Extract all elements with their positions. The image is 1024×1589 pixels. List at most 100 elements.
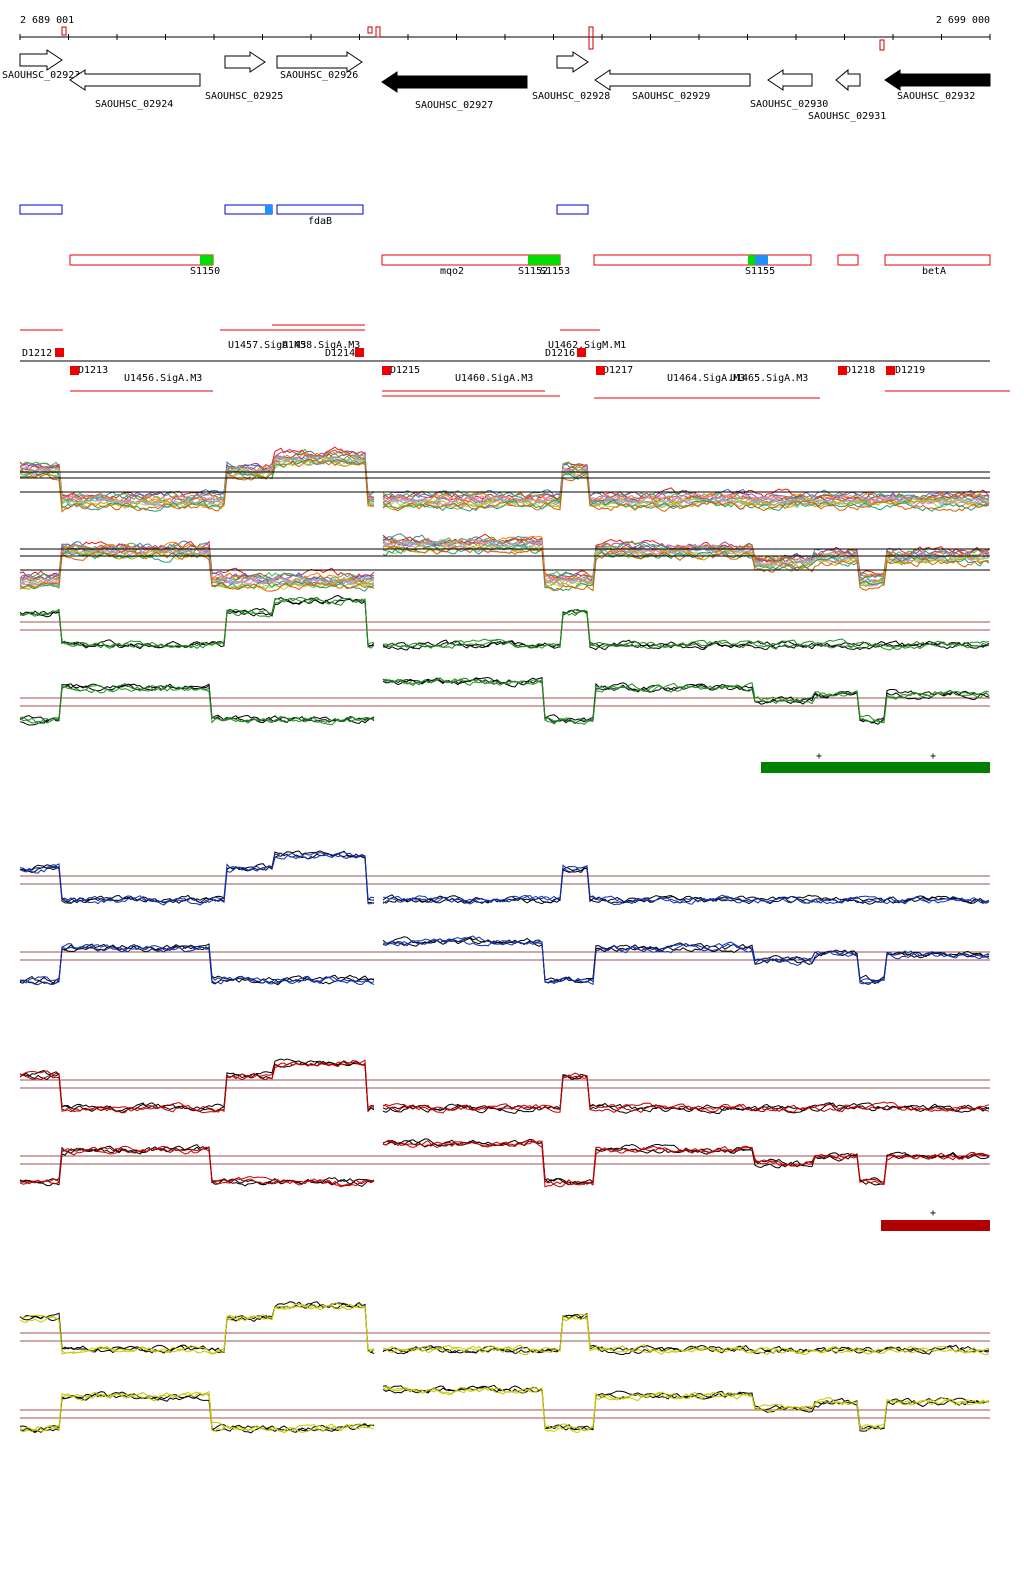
trace <box>19 446 990 503</box>
trace <box>19 1303 990 1356</box>
feature-label: mqo2 <box>440 266 464 277</box>
gene-label: SAOUHSC_02923 <box>2 70 80 81</box>
trace <box>19 852 990 906</box>
site-label: U1462.SigM.M1 <box>548 340 626 351</box>
site-box <box>355 348 364 357</box>
trace <box>19 1139 990 1188</box>
site-label: D1216 <box>545 348 575 359</box>
ruler-feature <box>879 39 885 51</box>
feature-fill <box>755 255 768 265</box>
site-label: D1212 <box>22 348 52 359</box>
site-box <box>577 348 586 357</box>
trace <box>19 1058 990 1115</box>
trace <box>19 457 990 511</box>
site-label: D1213 <box>78 365 108 376</box>
trace <box>19 1385 990 1434</box>
site-box <box>596 366 605 375</box>
gene-label: SAOUHSC_02926 <box>280 70 358 81</box>
feature-box <box>19 204 63 215</box>
trace <box>19 1301 990 1355</box>
ruler-feature <box>375 26 381 38</box>
gene-arrow <box>594 69 751 91</box>
site-box <box>886 366 895 375</box>
trace <box>19 938 990 984</box>
site-label: U1456.SigA.M3 <box>124 373 202 384</box>
trace <box>19 676 990 725</box>
site-label: U1464.SigA.M3 <box>667 373 745 384</box>
site-label: D1219 <box>895 365 925 376</box>
gene-arrow <box>69 69 201 91</box>
ruler-feature <box>588 26 594 50</box>
trace <box>19 1138 990 1187</box>
trace <box>19 850 990 905</box>
gene-label: SAOUHSC_02929 <box>632 91 710 102</box>
gene-label: SAOUHSC_02932 <box>897 91 975 102</box>
trace <box>19 850 990 905</box>
feature-box <box>224 204 273 215</box>
plus-mark: + <box>816 751 822 762</box>
site-label: D1214 <box>325 348 355 359</box>
gene-arrow <box>224 51 266 73</box>
gene-label: SAOUHSC_02930 <box>750 99 828 110</box>
site-label: D1217 <box>603 365 633 376</box>
trace <box>19 596 990 650</box>
site-label: D1218 <box>845 365 875 376</box>
ruler-feature <box>367 26 373 34</box>
gene-arrow <box>835 68 861 92</box>
gene-arrow <box>556 51 589 73</box>
trace <box>19 1386 990 1434</box>
site-label: U1457.SigA.M3 <box>228 340 306 351</box>
feature-box <box>69 254 214 266</box>
gene-arrow <box>19 49 63 71</box>
site-box <box>70 366 79 375</box>
trace <box>19 1303 990 1356</box>
green-bar <box>761 762 990 773</box>
feature-fill <box>265 205 272 214</box>
trace <box>19 1139 990 1188</box>
trace <box>19 1060 990 1114</box>
site-label: U1460.SigA.M3 <box>455 373 533 384</box>
gene-arrow <box>276 51 363 73</box>
site-label: U1465.SigA.M3 <box>730 373 808 384</box>
trace <box>19 851 990 906</box>
trace <box>19 677 990 726</box>
trace <box>19 454 990 508</box>
feature-fill <box>200 255 213 265</box>
gene-label: SAOUHSC_02924 <box>95 99 173 110</box>
gene-arrow <box>381 71 528 93</box>
feature-fill <box>528 255 560 265</box>
site-box <box>838 366 847 375</box>
feature-box <box>837 254 859 266</box>
site-label: U1458.SigA.M3 <box>282 340 360 351</box>
plus-mark: + <box>930 1208 936 1219</box>
feature-label: S1153 <box>540 266 570 277</box>
site-box <box>382 366 391 375</box>
feature-box <box>884 254 991 266</box>
trace <box>19 1059 990 1113</box>
feature-label: S1155 <box>745 266 775 277</box>
site-label: D1215 <box>390 365 420 376</box>
trace <box>19 937 990 985</box>
trace <box>19 677 990 725</box>
feature-label: S1150 <box>190 266 220 277</box>
gene-label: SAOUHSC_02927 <box>415 100 493 111</box>
feature-box <box>593 254 812 266</box>
plus-mark: + <box>930 751 936 762</box>
site-box <box>55 348 64 357</box>
feature-label: S1152 <box>518 266 548 277</box>
gene-arrow <box>884 69 991 91</box>
gene-label: SAOUHSC_02931 <box>808 111 886 122</box>
trace <box>19 458 990 513</box>
red-bar <box>881 1220 990 1231</box>
gene-label: SAOUHSC_02928 <box>532 91 610 102</box>
feature-box <box>556 204 589 215</box>
gene-label: SAOUHSC_02925 <box>205 91 283 102</box>
ruler-end: 2 699 000 <box>936 15 990 26</box>
ruler-feature <box>61 26 67 36</box>
trace <box>19 677 990 726</box>
feature-label: fdaB <box>308 216 332 227</box>
feature-label: betA <box>922 266 946 277</box>
ruler-start: 2 689 001 <box>20 15 74 26</box>
feature-box <box>276 204 364 215</box>
